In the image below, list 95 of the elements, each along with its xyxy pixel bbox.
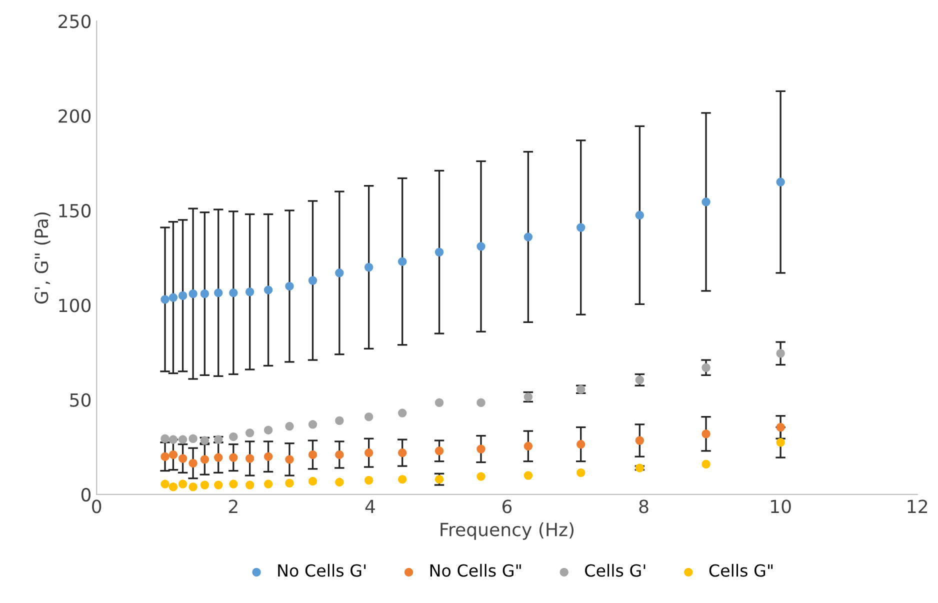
point	[168, 293, 178, 302]
point	[398, 257, 407, 266]
point	[476, 444, 486, 454]
point	[214, 480, 223, 490]
legend-label: No Cells G"	[430, 564, 521, 577]
point	[776, 349, 785, 358]
point	[264, 426, 273, 434]
point	[188, 482, 198, 492]
point	[188, 458, 198, 468]
point	[308, 450, 318, 460]
point	[364, 262, 374, 272]
point	[264, 452, 273, 461]
point	[476, 472, 486, 481]
point	[245, 287, 254, 296]
point	[245, 480, 254, 490]
legend-label: Cells G"	[709, 564, 773, 577]
point	[434, 446, 444, 456]
y-tick-label: 150	[59, 204, 91, 218]
point	[264, 480, 273, 488]
point	[160, 295, 170, 304]
point	[776, 438, 785, 447]
point	[308, 476, 318, 486]
point	[398, 448, 407, 458]
point	[285, 282, 294, 291]
point	[364, 448, 374, 458]
point	[635, 436, 644, 445]
point	[214, 288, 223, 298]
point	[229, 480, 238, 488]
point	[398, 408, 407, 418]
point	[188, 434, 198, 443]
x-tick-label: 0	[92, 500, 102, 514]
point	[245, 454, 254, 463]
point	[229, 432, 238, 442]
point	[168, 482, 178, 492]
legend-label: Cells G'	[585, 564, 646, 577]
y-axis-title: G', G" (Pa)	[34, 212, 50, 304]
point	[702, 430, 710, 438]
point	[168, 450, 178, 460]
point	[178, 480, 188, 488]
point	[245, 428, 254, 438]
point	[229, 453, 238, 462]
point	[178, 454, 188, 463]
x-tick-label: 4	[365, 500, 375, 514]
point	[476, 242, 486, 251]
point	[229, 288, 238, 298]
y-tick-label: 200	[58, 109, 91, 123]
y-tick-label: 250	[58, 14, 91, 28]
y-tick-label: 50	[70, 393, 91, 407]
legend-label: No Cells G'	[278, 564, 366, 577]
x-axis-title: Frequency (Hz)	[440, 522, 574, 540]
point	[285, 478, 294, 488]
x-tick-label: 6	[502, 500, 512, 514]
point	[524, 471, 533, 480]
point	[335, 450, 344, 460]
point	[776, 178, 785, 186]
x-tick-label: 10	[771, 500, 791, 514]
point	[576, 468, 586, 478]
point	[635, 376, 644, 384]
point	[188, 289, 198, 298]
y-tick-label: 0	[81, 488, 91, 502]
point	[434, 398, 444, 407]
point	[285, 422, 294, 431]
point	[335, 478, 344, 487]
point	[160, 452, 170, 461]
point	[308, 276, 318, 285]
point	[285, 455, 294, 464]
x-tick-label: 2	[228, 500, 238, 514]
point	[364, 412, 374, 422]
x-tick-label: 12	[908, 500, 928, 514]
y-tick-label: 100	[59, 298, 91, 312]
point	[178, 291, 188, 300]
point	[635, 210, 644, 220]
point	[702, 460, 710, 469]
point	[308, 420, 318, 429]
point	[200, 480, 210, 490]
point	[524, 442, 533, 451]
point	[214, 453, 223, 462]
point	[335, 416, 344, 425]
point	[702, 363, 710, 372]
point	[576, 223, 586, 232]
point	[702, 198, 710, 206]
point	[264, 286, 273, 294]
point	[776, 422, 785, 432]
point	[524, 232, 533, 242]
point	[576, 440, 586, 449]
point	[335, 268, 344, 278]
point	[398, 474, 407, 484]
point	[476, 398, 486, 407]
x-tick-label: 8	[639, 500, 648, 514]
point	[434, 248, 444, 256]
point	[364, 476, 374, 485]
point	[200, 455, 210, 464]
point	[160, 480, 170, 488]
point	[178, 435, 188, 444]
point	[200, 289, 210, 298]
